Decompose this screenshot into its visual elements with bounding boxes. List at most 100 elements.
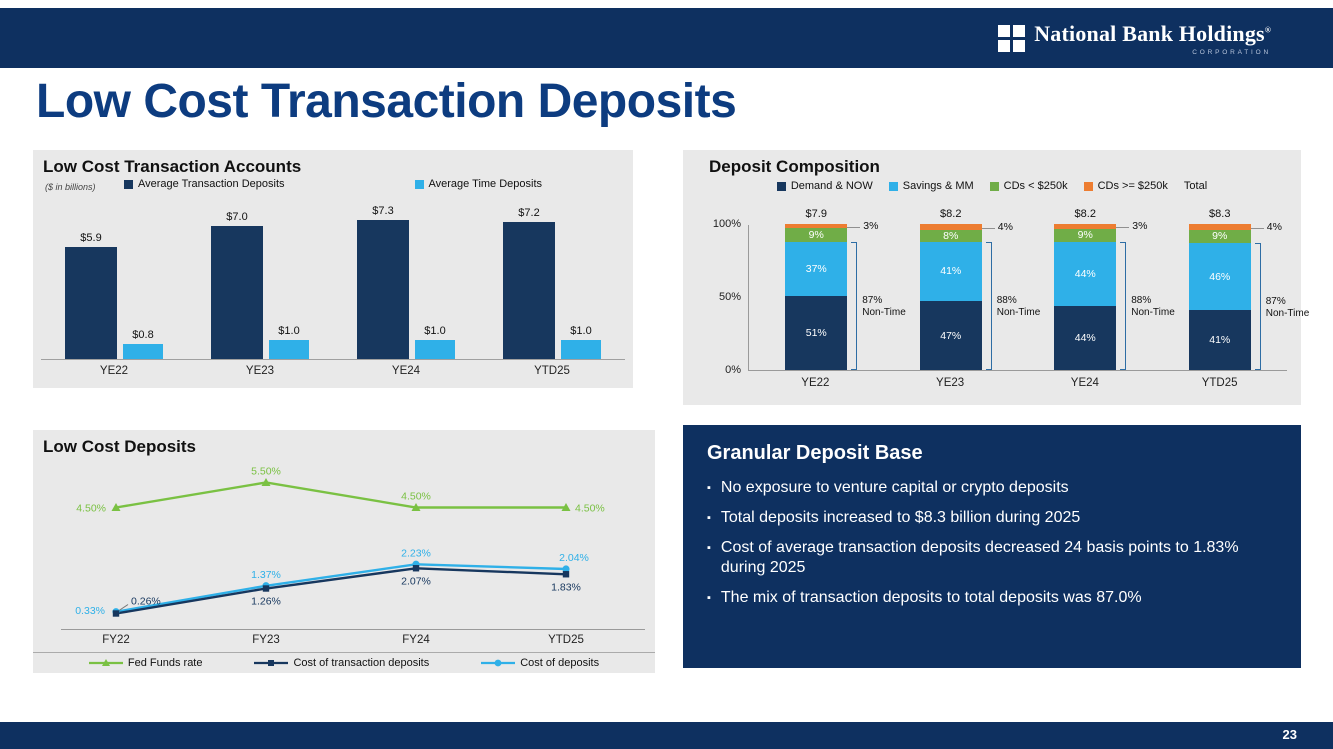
panel-low-cost-deposits: Low Cost Deposits 4.50% 5.50% 4.50% 4.50% 0.… bbox=[33, 430, 655, 673]
legend-item: Average Transaction Deposits bbox=[123, 178, 285, 190]
page-number: 23 bbox=[1282, 727, 1297, 742]
x-axis-label: YE24 bbox=[1070, 377, 1099, 389]
bar bbox=[415, 340, 455, 359]
bar-wrap: $1.0 bbox=[269, 325, 309, 359]
bar-wrap: $0.8 bbox=[123, 329, 163, 359]
bar-wrap: $7.0 bbox=[211, 211, 263, 359]
triangle-marker bbox=[561, 503, 571, 511]
legend-triangle-icon bbox=[88, 659, 123, 666]
non-time-pct: 88% bbox=[1131, 294, 1152, 306]
point-label: 4.50% bbox=[575, 503, 605, 515]
outside-label: 4% bbox=[997, 220, 1013, 233]
company-name-text: National Bank Holdings bbox=[1034, 21, 1265, 46]
legend-item: Cost of transaction deposits bbox=[254, 657, 429, 669]
legend-circle-icon bbox=[481, 659, 516, 667]
x-axis-low-cost-deposits: FY22 FY23 FY24 YTD25 bbox=[33, 634, 655, 648]
non-time-label: 87% Non-Time bbox=[1266, 296, 1312, 321]
stacked-bar-plot: $7.9 51% 37% 9% 3% 87% Non-Time $8.2 47% 41% 8% 4% 8… bbox=[748, 208, 1309, 371]
outside-label: 4% bbox=[1266, 220, 1282, 233]
bar-value-label: $1.0 bbox=[570, 325, 592, 337]
bar-segment: 9% bbox=[785, 228, 848, 242]
page-title: Low Cost Transaction Deposits bbox=[36, 75, 737, 128]
bar-segment: 44% bbox=[1054, 241, 1117, 306]
bar-group: $7.3 $1.0 bbox=[333, 200, 479, 359]
bar bbox=[561, 340, 601, 359]
point-label: 2.07% bbox=[401, 575, 431, 587]
triangle-marker bbox=[411, 503, 421, 511]
legend-swatch bbox=[888, 181, 898, 191]
legend-marker bbox=[268, 660, 275, 666]
point-label: 0.26% bbox=[131, 596, 161, 608]
bar-group: $7.0 $1.0 bbox=[187, 200, 333, 359]
bar-segment bbox=[785, 224, 848, 229]
legend-marker bbox=[494, 659, 502, 667]
stacked-bar: 44% 44% 9% bbox=[1054, 224, 1117, 370]
leader-line bbox=[1250, 227, 1264, 229]
bar bbox=[269, 340, 309, 359]
stacked-bar-group: $8.2 44% 44% 9% 3% 88% Non-Time bbox=[1018, 208, 1175, 370]
bar-value-label: $5.9 bbox=[80, 232, 102, 244]
bullet-text: The mix of transaction deposits to total… bbox=[720, 589, 1142, 607]
bar-value-label: $1.0 bbox=[424, 325, 446, 337]
bar-wrap: $1.0 bbox=[561, 325, 601, 359]
total-label: $7.9 bbox=[805, 208, 827, 220]
legend-label: Savings & MM bbox=[902, 180, 974, 192]
bullet-item: No exposure to venture capital or crypto… bbox=[707, 478, 1277, 499]
legend-item: Average Time Deposits bbox=[414, 178, 542, 190]
stacked-bar-group: $8.2 47% 41% 8% 4% 88% Non-Time bbox=[884, 208, 1040, 370]
total-label: $8.3 bbox=[1209, 208, 1231, 220]
bar-segment: 47% bbox=[919, 301, 982, 370]
legend-item: Demand & NOW bbox=[776, 180, 873, 192]
bar-segment: 44% bbox=[1054, 305, 1117, 370]
legend-label: Demand & NOW bbox=[790, 180, 873, 192]
non-time-text: Non-Time bbox=[1265, 308, 1310, 319]
series-line-square bbox=[115, 567, 567, 615]
non-time-pct: 87% bbox=[1265, 295, 1286, 307]
legend-label: Fed Funds rate bbox=[127, 657, 203, 669]
stacked-bar-group: $7.9 51% 37% 9% 3% 87% Non-Time bbox=[749, 208, 906, 370]
point-label: 2.23% bbox=[401, 547, 431, 559]
stacked-chart-area: 0% 50% 100% $7.9 51% 37% 9% 3% 87% Non-Time $8.2 4… bbox=[693, 205, 1309, 376]
x-axis-label: YTD25 bbox=[534, 365, 570, 377]
legend-transaction-accounts: Average Transaction Deposits Average Time… bbox=[33, 178, 633, 190]
bullet-item: The mix of transaction deposits to total… bbox=[707, 588, 1277, 609]
legend-swatch bbox=[989, 181, 999, 191]
bar-value-label: $0.8 bbox=[132, 329, 154, 341]
outside-label: 3% bbox=[863, 220, 879, 233]
x-axis-label: YE22 bbox=[801, 377, 830, 389]
circle-marker bbox=[562, 565, 570, 573]
non-time-bracket bbox=[1120, 241, 1127, 370]
chart-title-deposit-composition: Deposit Composition bbox=[709, 157, 880, 176]
point-label: 0.33% bbox=[75, 605, 105, 617]
bullet-list: No exposure to venture capital or crypto… bbox=[707, 478, 1277, 609]
bullet-item: Cost of average transaction deposits dec… bbox=[707, 538, 1277, 580]
x-axis-label: YE23 bbox=[936, 377, 965, 389]
panel-transaction-accounts: Low Cost Transaction Accounts ($ in bill… bbox=[33, 150, 633, 388]
leader-line bbox=[847, 227, 861, 229]
legend-label: CDs < $250k bbox=[1003, 180, 1068, 192]
triangle-marker bbox=[261, 478, 271, 486]
company-logo: National Bank Holdings® CORPORATION bbox=[998, 21, 1271, 56]
series-line-triangle bbox=[115, 481, 566, 509]
bar-group: $5.9 $0.8 bbox=[41, 200, 187, 359]
bar-segment: 9% bbox=[1188, 229, 1251, 243]
point-label: 1.83% bbox=[551, 581, 581, 593]
bar-segment bbox=[1054, 224, 1117, 229]
legend-label: Average Transaction Deposits bbox=[137, 178, 285, 190]
stacked-bar-group: $8.3 41% 46% 9% 4% 87% Non-Time bbox=[1153, 208, 1309, 370]
legend-item: Cost of deposits bbox=[481, 657, 599, 669]
square-marker bbox=[112, 610, 120, 617]
logo-text: National Bank Holdings® CORPORATION bbox=[1034, 21, 1271, 56]
bar-group: $7.2 $1.0 bbox=[479, 200, 625, 359]
bar-segment: 46% bbox=[1188, 242, 1251, 311]
legend-swatch bbox=[123, 179, 133, 189]
bar-wrap: $7.3 bbox=[357, 205, 409, 359]
x-axis-label: YE23 bbox=[245, 365, 275, 377]
legend-item: Fed Funds rate bbox=[88, 657, 203, 669]
stacked-bar: 47% 41% 8% bbox=[919, 224, 982, 370]
bar bbox=[503, 222, 555, 359]
x-axis-label: YE24 bbox=[391, 365, 421, 377]
legend-square-icon bbox=[254, 660, 289, 666]
bar-value-label: $7.2 bbox=[518, 207, 540, 219]
